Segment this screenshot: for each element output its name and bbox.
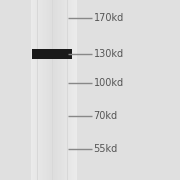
Bar [65, 0, 66, 180]
Bar [70, 0, 71, 180]
Bar [39, 0, 40, 180]
Bar [46, 0, 47, 180]
Text: 55kd: 55kd [94, 143, 118, 154]
Bar [53, 0, 54, 180]
Bar [31, 0, 76, 180]
Bar [68, 0, 69, 180]
Bar [41, 0, 42, 180]
Bar [62, 0, 63, 180]
Bar [59, 0, 61, 180]
Bar [47, 0, 48, 180]
Bar [33, 0, 34, 180]
Bar [61, 0, 62, 180]
Bar [66, 0, 68, 180]
Bar [36, 0, 37, 180]
Text: 170kd: 170kd [94, 13, 124, 23]
Bar [32, 49, 72, 59]
Bar [48, 0, 49, 180]
Bar [58, 0, 59, 180]
Bar [57, 0, 58, 180]
Bar [37, 0, 39, 180]
Bar [64, 0, 65, 180]
Bar [49, 0, 50, 180]
Bar [40, 0, 41, 180]
Bar [42, 0, 43, 180]
Bar [34, 0, 35, 180]
Text: 130kd: 130kd [94, 49, 124, 59]
Bar [76, 0, 77, 180]
Bar [54, 0, 55, 180]
Bar [35, 0, 36, 180]
Bar [56, 0, 57, 180]
Text: 100kd: 100kd [94, 78, 124, 88]
Bar [32, 0, 33, 180]
Bar [69, 0, 70, 180]
Bar [63, 0, 64, 180]
Bar [71, 0, 72, 180]
Bar [51, 0, 53, 180]
Text: 70kd: 70kd [94, 111, 118, 121]
Bar [72, 0, 73, 180]
Bar [75, 0, 76, 180]
Bar [44, 0, 46, 180]
Bar [55, 0, 56, 180]
Bar [73, 0, 74, 180]
Bar [43, 0, 44, 180]
Bar [31, 0, 32, 180]
Bar [50, 0, 51, 180]
